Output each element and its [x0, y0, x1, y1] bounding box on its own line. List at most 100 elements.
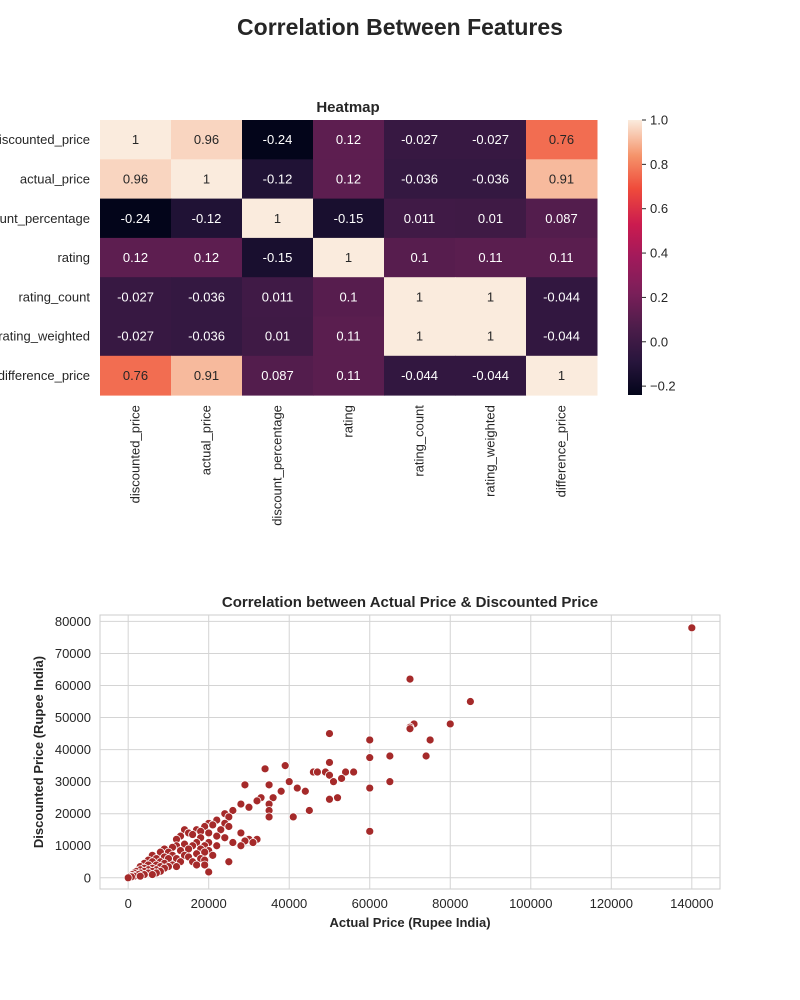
- heatmap-cell-value: -0.027: [117, 289, 154, 304]
- scatter-point: [288, 812, 298, 822]
- scatter-point: [155, 857, 165, 867]
- scatter-point: [204, 846, 214, 855]
- heatmap-row-label: actual_price: [20, 171, 90, 186]
- colorbar-tick-label: 0.8: [650, 157, 668, 172]
- heatmap-cell: [242, 159, 314, 200]
- scatter-point: [180, 839, 189, 849]
- scatter-point: [160, 852, 169, 862]
- scatter-x-tick-label: 80000: [432, 896, 468, 911]
- scatter-x-tick-label: 40000: [271, 896, 307, 911]
- scatter-plot-area: [99, 614, 721, 890]
- scatter-point: [200, 860, 210, 870]
- heatmap-cell-value: 1: [487, 329, 494, 344]
- heatmap-cell-value: 0.96: [123, 171, 148, 186]
- scatter-point: [168, 842, 177, 852]
- scatter-x-ticks: 0 20000 40000 60000 80000 100000 120000 140000: [125, 896, 714, 911]
- heatmap-cell-value: -0.027: [401, 132, 438, 147]
- scatter-point: [200, 822, 210, 831]
- scatter-point: [228, 806, 238, 815]
- heatmap-cell: [242, 237, 314, 278]
- heatmap-cell-value: 0.011: [262, 289, 294, 304]
- scatter-point: [465, 697, 475, 706]
- scatter-point: [151, 854, 161, 863]
- scatter-point: [212, 841, 222, 851]
- scatter-point: [151, 860, 161, 870]
- heatmap-cell: [384, 316, 456, 357]
- scatter-point: [155, 862, 165, 871]
- heatmap-cell: [242, 198, 314, 239]
- scatter-point: [188, 841, 197, 851]
- scatter-point: [192, 860, 202, 870]
- heatmap-title: Heatmap: [316, 99, 379, 116]
- heatmap-cell: [526, 277, 598, 317]
- scatter-point: [160, 858, 169, 868]
- scatter-x-tick-label: 100000: [509, 896, 552, 911]
- scatter-point: [196, 826, 206, 836]
- scatter-point: [139, 870, 149, 879]
- heatmap-cell: [526, 120, 598, 160]
- heatmap-cell-value: 0.76: [549, 132, 574, 147]
- scatter-point: [176, 846, 185, 855]
- scatter-point: [409, 719, 419, 729]
- heatmap-cell-value: 0.91: [549, 171, 574, 186]
- heatmap-colorbar: [628, 120, 642, 395]
- heatmap-cell: [100, 237, 172, 278]
- heatmap-cell-value: 0.11: [336, 329, 360, 344]
- colorbar-tick-label: −0.2: [650, 379, 676, 394]
- heatmap-col-label: rating: [341, 405, 356, 438]
- heatmap-cells: 1 0.96 -0.24 0.12 -0.027 -0.027 0.76 0.96 1 -0.12…: [100, 120, 598, 396]
- scatter-point: [325, 758, 334, 767]
- scatter-point: [256, 793, 266, 803]
- heatmap-cell: [384, 277, 456, 317]
- scatter-point: [164, 847, 173, 857]
- heatmap-cell: [171, 159, 243, 200]
- scatter-point: [224, 857, 234, 867]
- scatter-y-tick-label: 10000: [55, 838, 91, 853]
- scatter-y-tick-label: 50000: [55, 710, 91, 725]
- scatter-point: [123, 873, 133, 883]
- scatter-point: [129, 868, 139, 878]
- heatmap-cell: [313, 277, 385, 317]
- scatter-point: [192, 838, 202, 847]
- scatter-point: [264, 780, 274, 790]
- scatter-point: [365, 735, 375, 745]
- scatter-point: [172, 834, 181, 844]
- scatter-point: [325, 770, 334, 780]
- scatter-point: [329, 777, 338, 787]
- scatter-point: [143, 860, 153, 870]
- heatmap-cell: [455, 159, 527, 200]
- scatter-grid: [100, 615, 720, 889]
- heatmap-cell: [526, 316, 598, 357]
- scatter-y-tick-label: 30000: [55, 774, 91, 789]
- scatter-point: [188, 857, 197, 867]
- scatter-point: [147, 866, 157, 876]
- scatter-point: [260, 764, 270, 774]
- scatter-point: [139, 863, 149, 873]
- heatmap-cell: [242, 316, 314, 357]
- heatmap-col-label: discount_percentage: [270, 405, 285, 526]
- heatmap-col-label: rating_weighted: [483, 405, 498, 497]
- heatmap-cell: [384, 159, 456, 200]
- scatter-point: [168, 850, 177, 860]
- scatter-point: [196, 854, 206, 863]
- scatter-x-tick-label: 140000: [670, 896, 713, 911]
- scatter-point: [129, 871, 139, 881]
- scatter-point: [204, 867, 214, 877]
- scatter-point: [244, 834, 254, 844]
- scatter-point: [220, 809, 230, 819]
- heatmap-cell: [242, 120, 314, 160]
- heatmap-cell-value: -0.036: [188, 329, 225, 344]
- scatter-point: [147, 870, 157, 879]
- heatmap-cell: [384, 237, 456, 278]
- scatter-point: [204, 838, 214, 847]
- heatmap-col-labels: discounted_price actual_price discount_per…: [128, 405, 569, 526]
- heatmap-cell-value: -0.12: [263, 171, 293, 186]
- scatter-point: [341, 767, 350, 777]
- heatmap-cell-value: 0.96: [194, 132, 219, 147]
- scatter-point: [212, 831, 222, 841]
- scatter-point: [151, 865, 161, 875]
- scatter-x-tick-label: 0: [125, 896, 132, 911]
- scatter-y-tick-label: 40000: [55, 742, 91, 757]
- scatter-point: [292, 783, 302, 793]
- figure-title: Correlation Between Features: [237, 14, 563, 40]
